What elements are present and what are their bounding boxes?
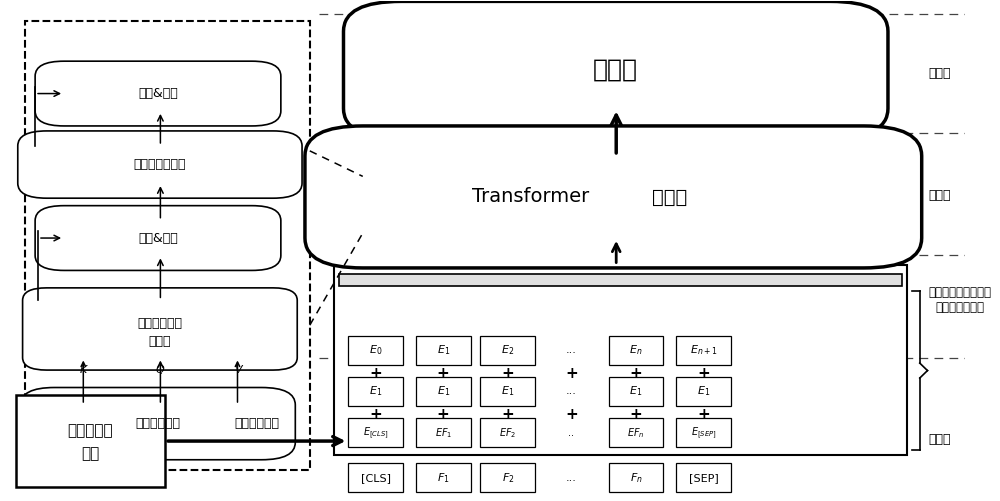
FancyBboxPatch shape xyxy=(480,418,535,447)
FancyBboxPatch shape xyxy=(18,131,302,198)
Text: ...: ... xyxy=(566,345,577,355)
Text: $E_1$: $E_1$ xyxy=(369,385,382,398)
Text: +: + xyxy=(697,366,710,381)
FancyBboxPatch shape xyxy=(35,61,281,126)
Text: 令牌嵌入、段嵌入、
位置嵌入的总和: 令牌嵌入、段嵌入、 位置嵌入的总和 xyxy=(928,287,991,314)
Text: +: + xyxy=(501,366,514,381)
FancyBboxPatch shape xyxy=(609,418,663,447)
Text: 编码器: 编码器 xyxy=(928,189,951,202)
Text: +: + xyxy=(437,407,450,422)
Text: 残差&归一: 残差&归一 xyxy=(138,87,178,100)
Text: +: + xyxy=(369,366,382,381)
Text: [CLS]: [CLS] xyxy=(361,472,391,482)
Text: 分类器: 分类器 xyxy=(593,58,638,82)
Text: ...: ... xyxy=(566,386,577,396)
FancyBboxPatch shape xyxy=(416,377,471,406)
Text: 统计特征提取: 统计特征提取 xyxy=(234,417,279,430)
FancyBboxPatch shape xyxy=(35,205,281,271)
Text: K: K xyxy=(80,365,87,375)
FancyBboxPatch shape xyxy=(305,126,922,268)
Text: $E_0$: $E_0$ xyxy=(369,343,382,357)
Bar xyxy=(25,22,310,470)
Text: 输入嵌入序列: 输入嵌入序列 xyxy=(135,417,180,430)
Text: $E_1$: $E_1$ xyxy=(629,385,643,398)
FancyBboxPatch shape xyxy=(416,463,471,492)
Text: 分类器: 分类器 xyxy=(928,67,951,80)
Text: $E_{[CLS]}$: $E_{[CLS]}$ xyxy=(363,425,389,441)
Text: +: + xyxy=(501,407,514,422)
Text: ..: .. xyxy=(568,428,574,438)
Text: $E_{n+1}$: $E_{n+1}$ xyxy=(690,343,717,357)
Text: 分词器: 分词器 xyxy=(928,433,951,446)
FancyBboxPatch shape xyxy=(416,418,471,447)
Text: [SEP]: [SEP] xyxy=(689,472,718,482)
FancyBboxPatch shape xyxy=(343,2,888,138)
Text: $E_1$: $E_1$ xyxy=(437,343,450,357)
FancyBboxPatch shape xyxy=(348,336,403,365)
Text: +: + xyxy=(565,407,578,422)
Text: $F_1$: $F_1$ xyxy=(437,471,450,484)
Text: $E_n$: $E_n$ xyxy=(629,343,643,357)
Text: $EF_2$: $EF_2$ xyxy=(499,426,516,440)
Text: $EF_1$: $EF_1$ xyxy=(435,426,452,440)
FancyBboxPatch shape xyxy=(339,274,902,287)
FancyBboxPatch shape xyxy=(16,395,165,487)
FancyBboxPatch shape xyxy=(609,463,663,492)
Text: V: V xyxy=(234,365,241,375)
FancyBboxPatch shape xyxy=(676,377,731,406)
Text: 编码器: 编码器 xyxy=(652,187,687,206)
FancyBboxPatch shape xyxy=(348,463,403,492)
FancyBboxPatch shape xyxy=(609,377,663,406)
FancyBboxPatch shape xyxy=(334,266,907,455)
Text: $E_{[SEP]}$: $E_{[SEP]}$ xyxy=(691,425,716,441)
Text: $E_1$: $E_1$ xyxy=(501,385,514,398)
Text: $EF_n$: $EF_n$ xyxy=(627,426,645,440)
Text: $F_2$: $F_2$ xyxy=(502,471,514,484)
FancyBboxPatch shape xyxy=(609,336,663,365)
Text: +: + xyxy=(630,366,642,381)
Text: $F_n$: $F_n$ xyxy=(630,471,642,484)
FancyBboxPatch shape xyxy=(21,387,295,460)
Text: ...: ... xyxy=(566,472,577,482)
FancyBboxPatch shape xyxy=(676,336,731,365)
FancyBboxPatch shape xyxy=(416,336,471,365)
FancyBboxPatch shape xyxy=(23,288,297,370)
Text: 子模块: 子模块 xyxy=(149,335,171,348)
FancyBboxPatch shape xyxy=(348,418,403,447)
Text: 残差&归一: 残差&归一 xyxy=(138,231,178,244)
Text: $E_1$: $E_1$ xyxy=(697,385,710,398)
Text: Transformer: Transformer xyxy=(472,187,589,206)
FancyBboxPatch shape xyxy=(480,463,535,492)
Text: +: + xyxy=(437,366,450,381)
Text: $E_1$: $E_1$ xyxy=(437,385,450,398)
Text: Q: Q xyxy=(156,365,165,375)
Text: +: + xyxy=(697,407,710,422)
Text: 前向网络子模块: 前向网络子模块 xyxy=(134,158,186,171)
FancyBboxPatch shape xyxy=(480,336,535,365)
Text: 器组: 器组 xyxy=(81,446,100,461)
Text: +: + xyxy=(630,407,642,422)
Text: 自注意力机制: 自注意力机制 xyxy=(137,318,182,331)
FancyBboxPatch shape xyxy=(676,463,731,492)
Text: 二叉树滤波: 二叉树滤波 xyxy=(68,424,113,438)
Text: +: + xyxy=(565,366,578,381)
FancyBboxPatch shape xyxy=(348,377,403,406)
FancyBboxPatch shape xyxy=(676,418,731,447)
FancyBboxPatch shape xyxy=(480,377,535,406)
Text: +: + xyxy=(369,407,382,422)
Text: $E_2$: $E_2$ xyxy=(501,343,514,357)
